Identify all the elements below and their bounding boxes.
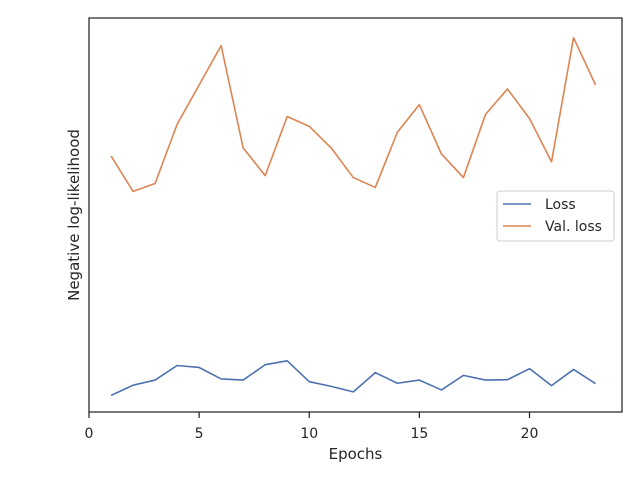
plot-frame xyxy=(88,17,623,413)
x-tick-label: 10 xyxy=(300,426,318,442)
legend: Loss Val. loss xyxy=(496,190,615,242)
plot-area xyxy=(88,17,623,413)
series-layer xyxy=(110,36,597,397)
x-tick-label: 0 xyxy=(85,426,94,442)
x-tick-label: 20 xyxy=(521,426,539,442)
y-axis-title: Negative log-likelihood xyxy=(65,129,83,301)
series-line-loss xyxy=(110,359,597,397)
x-axis-title: Epochs xyxy=(329,445,383,463)
series-line-val-loss xyxy=(110,36,597,193)
x-tick-label: 5 xyxy=(195,426,204,442)
legend-label-val-loss: Val. loss xyxy=(545,219,602,235)
x-tick-label: 15 xyxy=(410,426,428,442)
x-axis-ticks: 0 5 10 15 20 xyxy=(85,412,539,442)
legend-label-loss: Loss xyxy=(545,197,576,213)
